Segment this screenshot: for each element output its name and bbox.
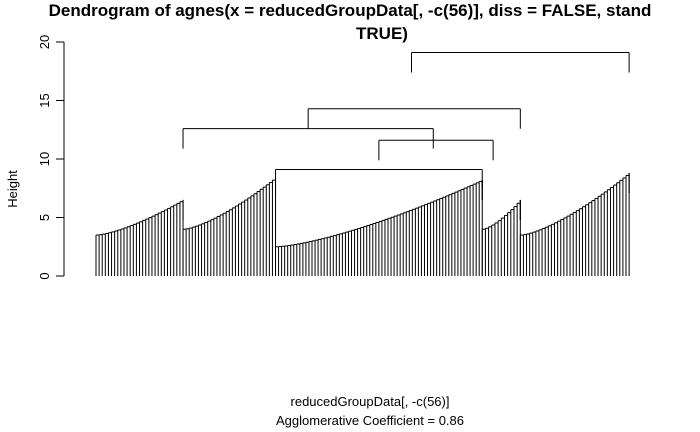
dendrogram-tree (95, 52, 630, 276)
chart-title: Dendrogram of agnes(x = reducedGroupData… (49, 1, 652, 43)
y-tick-label: 5 (37, 214, 52, 221)
y-tick-group: 0 5 10 15 20 (37, 35, 64, 280)
y-tick-label: 0 (37, 272, 52, 279)
y-tick-label: 20 (37, 35, 52, 49)
x-axis-title: reducedGroupData[, -c(56)] (291, 394, 450, 409)
y-axis: 0 5 10 15 20 Height (5, 35, 65, 280)
agglomerative-coefficient: Agglomerative Coefficient = 0.86 (276, 413, 464, 428)
title-line-2: TRUE) (356, 24, 408, 43)
title-line-1: Dendrogram of agnes(x = reducedGroupData… (49, 1, 652, 20)
y-tick-label: 15 (37, 93, 52, 107)
y-axis-title: Height (5, 170, 20, 208)
y-tick-label: 10 (37, 152, 52, 166)
